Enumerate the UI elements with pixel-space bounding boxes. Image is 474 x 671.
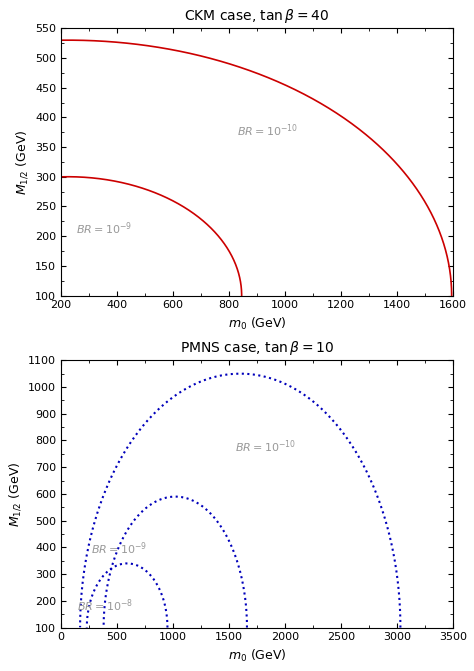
Y-axis label: $M_{1/2}$ (GeV): $M_{1/2}$ (GeV) [14,129,29,195]
Text: $BR = 10^{-10}$: $BR = 10^{-10}$ [235,438,296,454]
X-axis label: $m_0$ (GeV): $m_0$ (GeV) [228,648,286,664]
X-axis label: $m_0$ (GeV): $m_0$ (GeV) [228,316,286,332]
Title: CKM case, $\tan\beta = 40$: CKM case, $\tan\beta = 40$ [184,7,330,25]
Text: $BR = 10^{-10}$: $BR = 10^{-10}$ [237,122,299,139]
Title: PMNS case, $\tan\beta = 10$: PMNS case, $\tan\beta = 10$ [180,339,334,357]
Y-axis label: $M_{1/2}$ (GeV): $M_{1/2}$ (GeV) [7,461,23,527]
Text: $BR = 10^{-9}$: $BR = 10^{-9}$ [76,220,133,237]
Text: $BR = 10^{-8}$: $BR = 10^{-8}$ [77,597,133,614]
Text: $BR = 10^{-9}$: $BR = 10^{-9}$ [91,541,147,558]
